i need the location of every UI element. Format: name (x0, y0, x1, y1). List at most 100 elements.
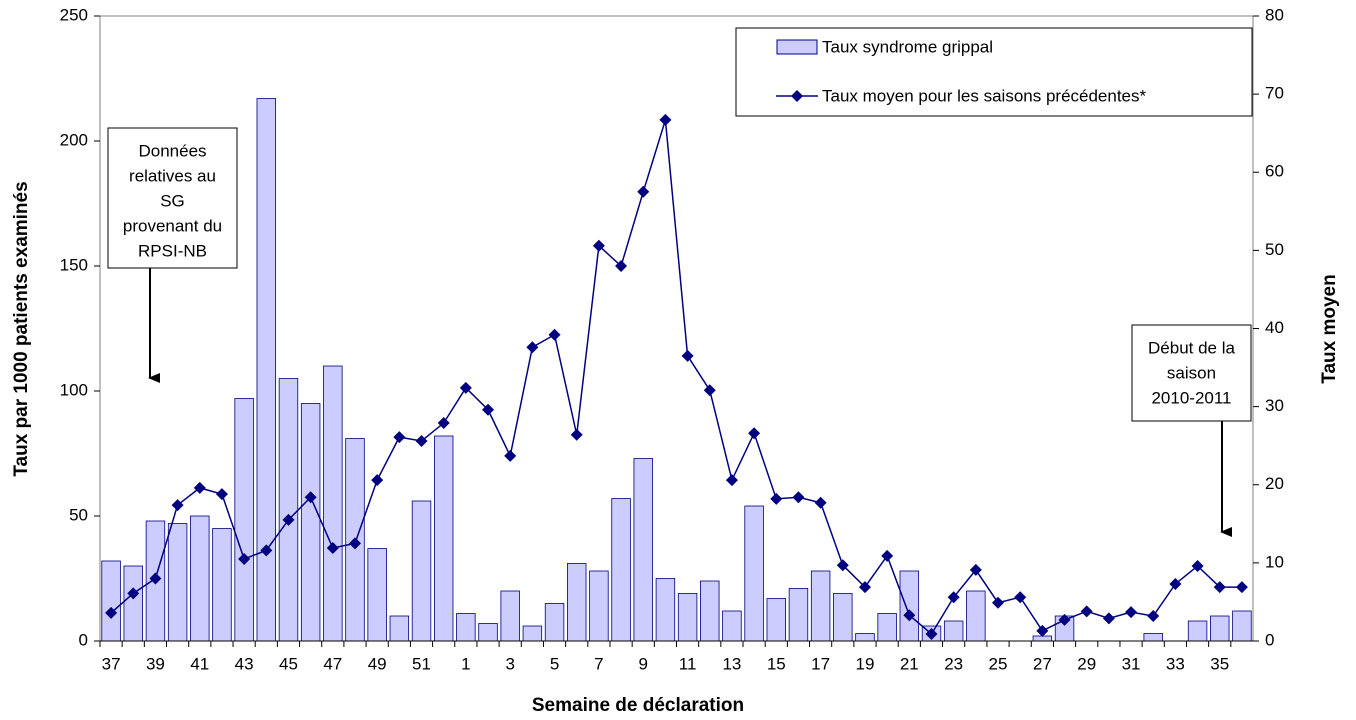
annotation-text: 2010-2011 (1151, 388, 1231, 407)
x-tick-label: 51 (412, 654, 431, 673)
bar (522, 625, 543, 642)
marker (1125, 606, 1138, 619)
marker (1058, 613, 1071, 626)
marker (1169, 577, 1182, 590)
marker (836, 559, 849, 572)
y2-tick-label: 20 (1265, 474, 1284, 493)
x-tick-label: 3 (505, 654, 514, 673)
bar (899, 570, 920, 642)
legend-marker (791, 90, 803, 102)
bar (833, 593, 853, 642)
bar (1210, 615, 1230, 642)
marker (105, 606, 118, 619)
marker (792, 491, 805, 504)
y-tick-label: 50 (69, 505, 88, 524)
bar (367, 548, 387, 642)
x-axis-title: Semaine de déclaration (532, 695, 744, 716)
marker (260, 544, 273, 557)
bar (1187, 620, 1208, 642)
marker (393, 431, 406, 444)
x-tick-label: 15 (767, 654, 786, 673)
marker (615, 260, 628, 272)
marker (703, 384, 716, 397)
x-tick-label: 19 (856, 654, 875, 673)
bar (633, 458, 653, 642)
x-tick-label: 49 (368, 654, 387, 673)
marker (526, 341, 539, 354)
marker (1147, 610, 1160, 622)
bar (456, 613, 476, 642)
bar (411, 500, 432, 642)
y2-tick-label: 10 (1265, 552, 1284, 571)
bar (655, 578, 676, 642)
y-tick-label: 100 (60, 380, 88, 399)
bar (567, 563, 587, 642)
marker (149, 572, 162, 585)
legend-label: Taux syndrome grippal (822, 37, 993, 56)
x-tick-label: 11 (679, 654, 697, 673)
y-axis-title: Taux par 1000 patients examinés (11, 181, 32, 476)
bar (966, 590, 986, 642)
bar (1143, 633, 1163, 642)
y-tick-label: 200 (60, 130, 88, 149)
annotation-text: RPSI-NB (138, 241, 207, 260)
annotation-text: Données (138, 141, 206, 160)
bar (123, 565, 143, 642)
bar (810, 570, 831, 642)
x-tick-label: 43 (235, 654, 254, 673)
x-tick-label: 7 (594, 654, 603, 673)
marker (925, 627, 938, 640)
y2-tick-label: 80 (1265, 5, 1284, 24)
bar (544, 603, 565, 642)
marker (548, 328, 561, 341)
x-tick-label: 41 (190, 654, 209, 673)
marker (1235, 581, 1248, 594)
marker (947, 591, 960, 604)
y2-axis-title: Taux moyen (1319, 274, 1340, 383)
bar (323, 365, 343, 642)
x-tick-label: 21 (900, 654, 919, 673)
marker (570, 428, 583, 441)
marker (1080, 605, 1093, 618)
bar (700, 580, 720, 642)
legend-swatch (776, 39, 818, 55)
marker (681, 349, 694, 362)
marker (193, 481, 206, 494)
annotation-text: provenant du (123, 216, 222, 235)
marker (459, 381, 472, 394)
marker (1191, 560, 1204, 572)
bar (855, 633, 875, 642)
bar (1232, 610, 1252, 642)
marker (437, 417, 450, 430)
marker (371, 474, 384, 487)
y2-tick-label: 30 (1265, 396, 1284, 415)
marker (1014, 591, 1027, 604)
bar (190, 515, 210, 642)
x-tick-label: 13 (722, 654, 741, 673)
annotation-text: SG (160, 191, 185, 210)
marker (482, 403, 495, 416)
marker (1036, 624, 1049, 637)
marker (304, 491, 317, 504)
line (110, 119, 1242, 636)
bar (877, 613, 897, 642)
marker (903, 609, 916, 622)
bar (677, 593, 698, 642)
marker (748, 427, 761, 440)
bar (167, 523, 188, 642)
marker (858, 581, 871, 594)
y2-tick-label: 50 (1265, 240, 1284, 259)
x-tick-label: 45 (279, 654, 298, 673)
x-tick-label: 1 (461, 654, 470, 673)
bar (788, 588, 809, 642)
annotation-text: relatives au (129, 166, 216, 185)
x-tick-label: 31 (1122, 654, 1141, 673)
annotation-text: Début de la (1148, 338, 1235, 357)
marker (969, 563, 982, 576)
x-tick-label: 27 (1033, 654, 1052, 673)
marker (171, 499, 184, 512)
y-tick-label: 150 (60, 255, 88, 274)
x-tick-label: 23 (944, 654, 963, 673)
bar (589, 570, 609, 642)
